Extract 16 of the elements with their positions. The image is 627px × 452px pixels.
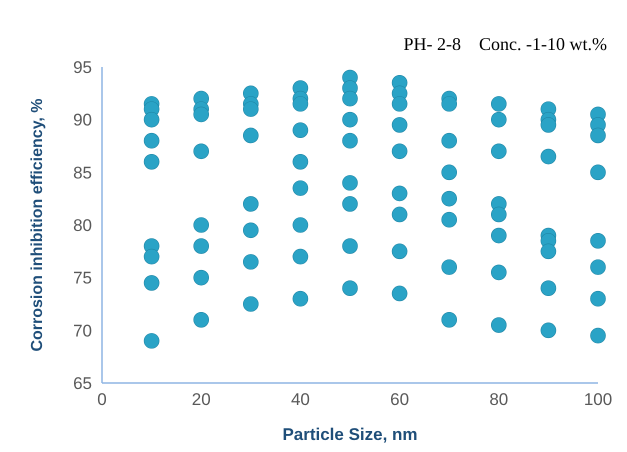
y-tick-label: 65 bbox=[73, 374, 92, 393]
y-tick-label: 90 bbox=[73, 110, 92, 130]
chart-title: PH- 2-8 Conc. -1-10 wt.% bbox=[404, 34, 607, 54]
y-tick-label: 75 bbox=[73, 268, 92, 288]
x-axis-title: Particle Size, nm bbox=[282, 425, 418, 444]
x-tick-label: 20 bbox=[192, 390, 211, 409]
y-tick-label: 80 bbox=[73, 216, 92, 235]
x-tick-label: 60 bbox=[390, 390, 410, 409]
x-tick-label: 0 bbox=[97, 390, 107, 409]
x-tick-label: 80 bbox=[489, 390, 508, 409]
y-tick-label: 85 bbox=[73, 163, 92, 182]
y-tick-label: 95 bbox=[73, 58, 92, 77]
x-tick-label: 40 bbox=[290, 390, 310, 409]
y-axis-title: Corrosion inhibition efficiency, % bbox=[29, 98, 46, 352]
y-tick-label: 70 bbox=[73, 321, 92, 340]
x-tick-label: 100 bbox=[584, 390, 612, 409]
